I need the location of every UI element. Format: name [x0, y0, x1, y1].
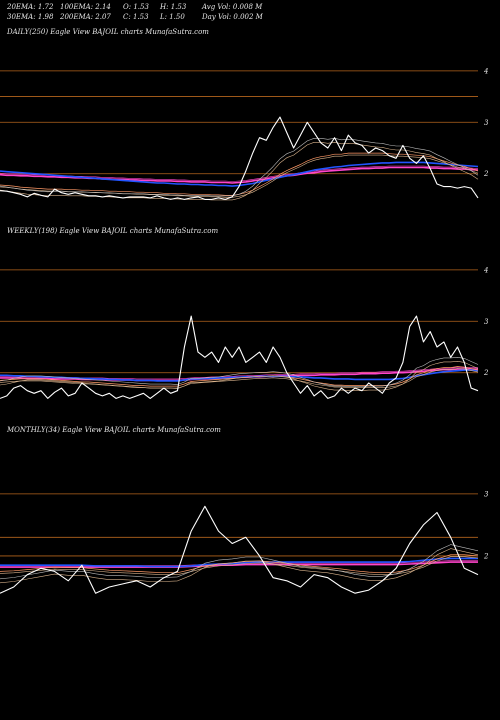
daily-ema200-line [0, 166, 479, 184]
monthly-ema20-line-1 [0, 548, 479, 584]
header-ema200: 200EMA: 2.07 [60, 13, 111, 21]
header-ema100: 100EMA: 2.14 [60, 3, 111, 11]
weekly-tick-label-2: 2 [483, 369, 489, 377]
monthly-ema30-line-1 [0, 556, 479, 575]
daily-panel-label: DAILY(250) Eagle View BAJOIL charts Muna… [7, 28, 209, 36]
header-high: H: 1.53 [160, 3, 187, 11]
daily-ema200-line-1 [0, 165, 479, 182]
monthly-ema100-line [0, 557, 478, 568]
weekly-price-line [0, 315, 479, 399]
monthly-ema20-line [0, 544, 479, 580]
daily-tick-label-0: 4 [483, 67, 488, 75]
monthly-tick-label-0: 3 [484, 490, 489, 498]
monthly-tick-label-1: 2 [483, 552, 489, 560]
header-avg-vol: Avg Vol: 0.008 M [202, 3, 263, 11]
weekly-ema20-line-1 [0, 361, 479, 391]
monthly-price-line [0, 505, 479, 594]
daily-ema20-line [0, 138, 479, 197]
daily-price-line [0, 116, 479, 200]
header-close: C: 1.53 [123, 13, 149, 21]
daily-ema30-line [0, 152, 479, 196]
daily-ema20-line-1 [0, 142, 479, 201]
daily-tick-label-1: 3 [484, 119, 489, 127]
header-ema20: 20EMA: 1.72 [7, 3, 54, 11]
monthly-panel-label: MONTHLY(34) Eagle View BAJOIL charts Mun… [7, 426, 221, 434]
weekly-ema20-line [0, 357, 479, 387]
weekly-panel-label: WEEKLY(198) Eagle View BAJOIL charts Mun… [7, 227, 219, 235]
daily-tick-label-2: 2 [483, 170, 489, 178]
weekly-ema30-line-1 [0, 368, 479, 389]
weekly-tick-label-1: 3 [484, 318, 489, 326]
header-open: O: 1.53 [123, 3, 149, 11]
header-day-vol: Day Vol: 0.002 M [202, 13, 263, 21]
weekly-tick-label-0: 4 [483, 266, 488, 274]
header-ema30: 30EMA: 1.98 [7, 13, 54, 21]
daily-chart: 4 3 2 [0, 67, 489, 201]
weekly-chart: 4 3 2 [0, 266, 489, 399]
weekly-ema100-line [0, 369, 479, 382]
monthly-chart: 32 [0, 490, 489, 594]
header-low: L: 1.50 [160, 13, 185, 21]
